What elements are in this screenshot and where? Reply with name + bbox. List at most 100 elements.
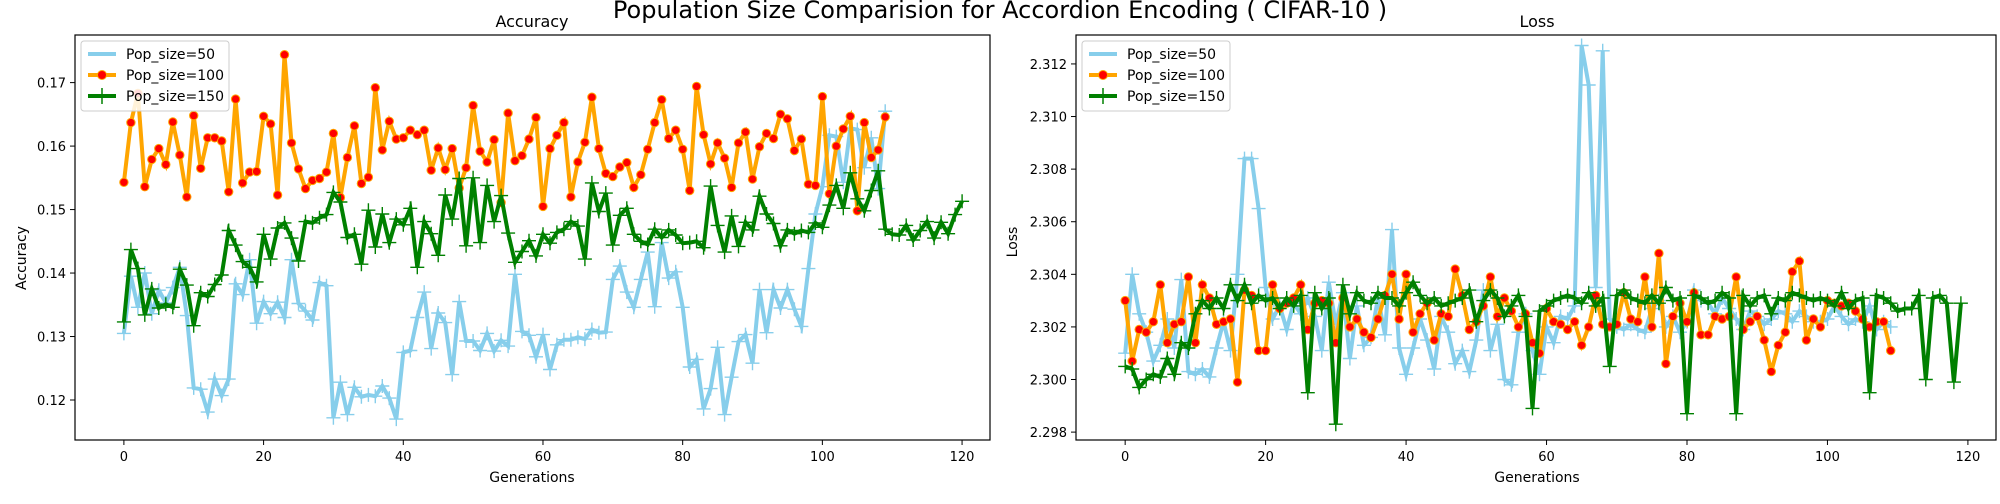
accuracy-point-pop150 [452,171,467,186]
accuracy-point-pop150 [382,235,397,250]
loss-point-pop150 [1132,380,1147,395]
accuracy-point-pop100 [140,182,150,192]
loss-series-pop150 [1118,275,1968,432]
loss-point-pop150 [1602,359,1617,374]
accuracy-point-pop150 [745,222,760,237]
loss-point-pop50 [1427,362,1442,376]
accuracy-point-pop100 [447,143,457,154]
loss-point-pop150 [1932,288,1947,303]
loss-point-pop100 [1668,311,1678,322]
accuracy-point-pop100 [650,117,660,128]
accuracy-point-pop150 [361,203,376,218]
accuracy-point-pop50 [508,267,522,282]
loss-point-pop50 [1342,351,1357,366]
accuracy-point-pop50 [522,328,536,343]
accuracy-point-pop150 [291,254,306,268]
loss-y-tick-label: 2.298 [1030,426,1067,441]
loss-point-pop150 [1581,285,1596,300]
accuracy-x-tick-label: 80 [674,450,691,465]
accuracy-point-pop150 [647,222,662,237]
loss-point-pop150 [1385,291,1399,305]
accuracy-point-pop150 [326,185,341,200]
accuracy-point-pop100 [398,133,408,143]
loss-point-pop100 [1352,314,1362,324]
accuracy-point-pop50 [396,345,411,360]
accuracy-point-pop150 [410,260,425,275]
accuracy-x-tick-label: 40 [395,450,412,465]
loss-point-pop100 [1485,272,1496,282]
loss-point-pop150 [1300,385,1315,400]
loss-y-tick-label: 2.306 [1030,216,1067,231]
accuracy-point-pop100 [475,146,485,156]
accuracy-point-pop50 [326,410,341,425]
loss-point-pop100 [1878,317,1889,327]
loss-point-pop50 [1279,322,1294,337]
accuracy-point-pop150 [773,238,788,253]
accuracy-point-pop100 [636,170,646,180]
loss-point-pop100 [1225,314,1236,324]
loss-chart-title: Loss [1519,12,1554,31]
accuracy-point-pop50 [487,344,502,359]
accuracy-point-pop100 [349,121,360,131]
accuracy-point-pop150 [389,212,404,227]
accuracy-point-pop150 [766,216,781,231]
accuracy-point-pop100 [286,138,297,148]
loss-point-pop150 [1757,288,1772,303]
loss-point-pop150 [1680,406,1694,421]
loss-plot-area [1118,38,1968,432]
accuracy-series-pop100 [119,50,890,216]
loss-point-pop100 [1886,345,1896,356]
loss-point-pop50 [1834,309,1849,324]
loss-point-pop150 [1293,288,1308,303]
loss-point-pop150 [1328,417,1343,432]
accuracy-point-pop50 [424,341,439,356]
loss-point-pop150 [1708,293,1723,308]
loss-axis-ticks: 0 20 40 60 80 100 120 2.298 2.300 2.302 2.304 2.306… [1030,58,1981,465]
accuracy-point-pop150 [906,233,921,247]
accuracy-point-pop100 [300,183,311,194]
accuracy-legend-item-pop50: Pop_size=50 [88,47,215,63]
accuracy-point-pop50 [647,299,662,314]
accuracy-point-pop100 [768,133,779,144]
accuracy-point-pop100 [880,112,890,122]
accuracy-point-pop100 [691,81,702,92]
loss-point-pop150 [1792,288,1807,303]
accuracy-point-pop100 [719,153,730,163]
loss-point-pop150 [1869,288,1884,303]
accuracy-point-pop100 [293,164,304,174]
accuracy-x-tick-label: 120 [950,450,975,465]
accuracy-x-tick-label: 20 [255,450,272,465]
accuracy-point-pop50 [473,343,488,358]
loss-point-pop150 [1434,298,1449,313]
accuracy-point-pop50 [731,334,746,349]
accuracy-point-pop50 [738,327,753,342]
accuracy-point-pop100 [384,116,394,127]
accuracy-point-pop150 [256,227,271,242]
accuracy-legend-label-pop100: Pop_size=100 [126,68,224,84]
accuracy-point-pop150 [319,207,334,222]
accuracy-point-pop150 [144,281,159,296]
accuracy-point-pop150 [857,203,872,218]
accuracy-point-pop150 [172,262,187,277]
loss-point-pop150 [1785,285,1800,300]
accuracy-point-pop100 [587,92,597,102]
accuracy-point-pop50 [375,379,390,393]
loss-point-pop150 [1553,291,1568,305]
loss-point-pop150 [1490,291,1505,305]
accuracy-legend-item-pop100: Pop_size=100 [88,68,224,84]
loss-point-pop100 [1731,272,1741,282]
accuracy-point-pop100 [810,180,821,191]
loss-point-pop50 [1230,267,1245,282]
loss-point-pop150 [1469,314,1484,329]
accuracy-point-pop100 [482,157,492,167]
accuracy-point-pop50 [410,310,425,325]
accuracy-legend-box [80,40,230,112]
accuracy-point-pop100 [433,143,443,153]
accuracy-point-pop100 [573,157,583,167]
loss-point-pop50 [1441,325,1456,340]
accuracy-point-pop150 [570,219,585,234]
accuracy-plot-area [116,50,970,427]
accuracy-point-pop50 [570,330,585,345]
accuracy-point-pop50 [228,276,243,291]
